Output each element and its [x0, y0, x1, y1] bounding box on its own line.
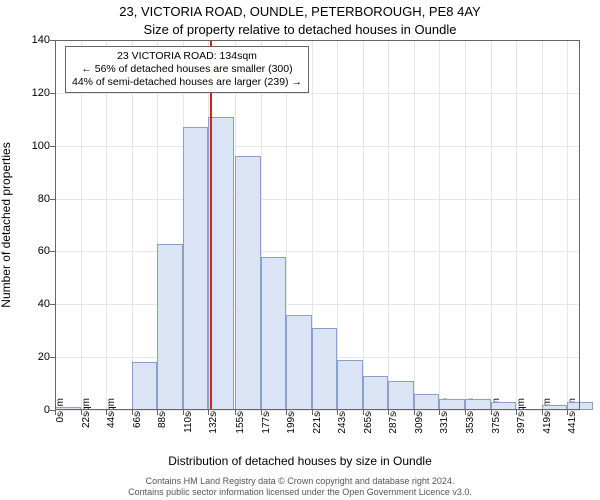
gridline-horizontal — [55, 251, 580, 252]
x-tick-mark — [106, 410, 107, 415]
x-tick-mark — [183, 410, 184, 415]
gridline-vertical — [516, 40, 517, 410]
histogram-bar — [363, 376, 389, 410]
x-tick-label: 22sqm — [81, 398, 92, 438]
x-tick-mark — [55, 410, 56, 415]
x-tick-mark — [465, 410, 466, 415]
histogram-bar — [261, 257, 287, 410]
annotation-line1: 23 VICTORIA ROAD: 134sqm — [72, 50, 302, 63]
gridline-vertical — [106, 40, 107, 410]
gridline-horizontal — [55, 304, 580, 305]
y-tick-label: 100 — [10, 140, 50, 152]
histogram-bar — [337, 360, 363, 410]
y-tick-label: 0 — [10, 404, 50, 416]
chart-container: 23, VICTORIA ROAD, OUNDLE, PETERBOROUGH,… — [0, 0, 600, 500]
footer-line2: Contains public sector information licen… — [0, 487, 600, 498]
gridline-horizontal — [55, 410, 580, 411]
y-tick-label: 140 — [10, 34, 50, 46]
histogram-bar — [388, 381, 414, 410]
gridline-vertical — [337, 40, 338, 410]
histogram-bar — [542, 405, 568, 410]
annotation-line2: ← 56% of detached houses are smaller (30… — [72, 63, 302, 76]
x-tick-mark — [132, 410, 133, 415]
histogram-bar — [235, 156, 261, 410]
histogram-bar — [491, 402, 517, 410]
x-tick-mark — [286, 410, 287, 415]
x-tick-mark — [542, 410, 543, 415]
gridline-vertical — [567, 40, 568, 410]
x-tick-mark — [567, 410, 568, 415]
x-tick-mark — [261, 410, 262, 415]
histogram-bar — [312, 328, 338, 410]
gridline-vertical — [491, 40, 492, 410]
annotation-box: 23 VICTORIA ROAD: 134sqm← 56% of detache… — [65, 46, 309, 93]
gridline-vertical — [363, 40, 364, 410]
gridline-vertical — [414, 40, 415, 410]
y-tick-mark — [50, 146, 55, 147]
y-axis-label: Number of detached properties — [0, 142, 13, 307]
y-tick-label: 40 — [10, 298, 50, 310]
x-tick-mark — [157, 410, 158, 415]
gridline-vertical — [55, 40, 56, 410]
x-tick-mark — [208, 410, 209, 415]
gridline-vertical — [388, 40, 389, 410]
x-tick-label: 397sqm — [516, 398, 527, 438]
histogram-bar — [465, 399, 491, 410]
annotation-line3: 44% of semi-detached houses are larger (… — [72, 76, 302, 89]
histogram-bar — [183, 127, 209, 410]
gridline-vertical — [465, 40, 466, 410]
x-tick-mark — [363, 410, 364, 415]
histogram-bar — [286, 315, 312, 410]
x-tick-mark — [81, 410, 82, 415]
marker-line — [210, 40, 212, 410]
y-tick-label: 120 — [10, 87, 50, 99]
y-tick-mark — [50, 251, 55, 252]
y-tick-mark — [50, 93, 55, 94]
gridline-horizontal — [55, 199, 580, 200]
x-tick-mark — [414, 410, 415, 415]
gridline-vertical — [81, 40, 82, 410]
gridline-vertical — [439, 40, 440, 410]
x-tick-mark — [235, 410, 236, 415]
footer-line1: Contains HM Land Registry data © Crown c… — [0, 476, 600, 487]
y-tick-mark — [50, 357, 55, 358]
gridline-horizontal — [55, 40, 580, 41]
histogram-bar — [157, 244, 183, 411]
y-tick-mark — [50, 304, 55, 305]
y-tick-label: 80 — [10, 193, 50, 205]
y-tick-label: 20 — [10, 351, 50, 363]
plot-area: 23 VICTORIA ROAD: 134sqm← 56% of detache… — [55, 40, 580, 410]
gridline-vertical — [132, 40, 133, 410]
x-tick-label: 44sqm — [106, 398, 117, 438]
histogram-bar — [439, 399, 465, 410]
histogram-bar — [208, 117, 234, 410]
x-tick-mark — [516, 410, 517, 415]
histogram-bar — [55, 407, 81, 410]
x-tick-mark — [388, 410, 389, 415]
x-tick-mark — [491, 410, 492, 415]
chart-title-line2: Size of property relative to detached ho… — [0, 22, 600, 37]
chart-title-line1: 23, VICTORIA ROAD, OUNDLE, PETERBOROUGH,… — [0, 4, 600, 19]
x-tick-mark — [337, 410, 338, 415]
x-axis-label: Distribution of detached houses by size … — [0, 454, 600, 468]
histogram-bar — [132, 362, 158, 410]
footer-credits: Contains HM Land Registry data © Crown c… — [0, 476, 600, 498]
y-tick-mark — [50, 40, 55, 41]
gridline-horizontal — [55, 146, 580, 147]
y-tick-mark — [50, 199, 55, 200]
x-tick-label: 0sqm — [55, 398, 66, 438]
histogram-bar — [567, 402, 593, 410]
x-tick-mark — [439, 410, 440, 415]
gridline-vertical — [542, 40, 543, 410]
y-tick-label: 60 — [10, 245, 50, 257]
x-tick-mark — [312, 410, 313, 415]
histogram-bar — [414, 394, 440, 410]
